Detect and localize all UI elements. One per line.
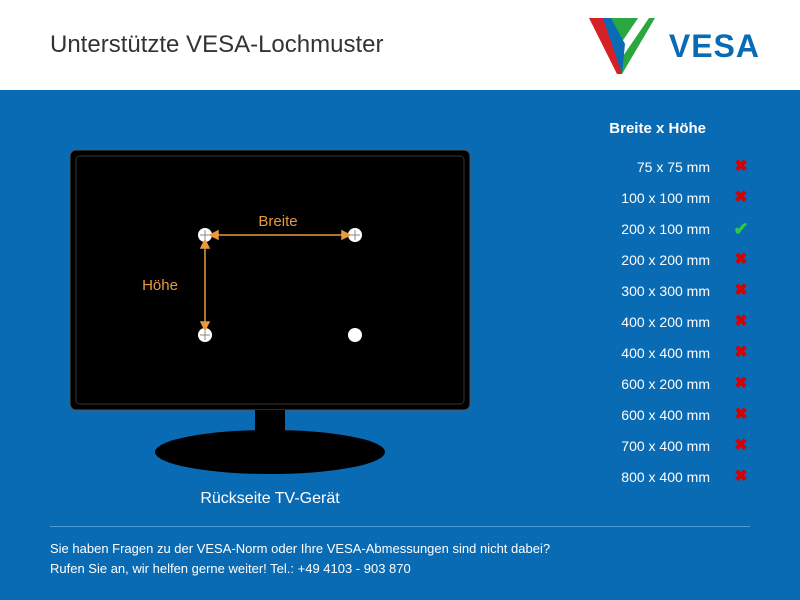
table-row: 400 x 400 mm ✖: [520, 337, 750, 368]
table-row: 600 x 200 mm ✖: [520, 368, 750, 399]
table-row: 600 x 400 mm ✖: [520, 399, 750, 430]
footer-line1: Sie haben Fragen zu der VESA-Norm oder I…: [50, 539, 750, 559]
tv-caption: Rückseite TV-Gerät: [60, 490, 480, 508]
table-row: 300 x 300 mm ✖: [520, 275, 750, 306]
x-icon: ✖: [732, 468, 750, 486]
table-row: 200 x 200 mm ✖: [520, 244, 750, 275]
size-label: 300 x 300 mm: [621, 283, 710, 299]
footer: Sie haben Fragen zu der VESA-Norm oder I…: [50, 526, 750, 578]
x-icon: ✖: [732, 406, 750, 424]
tv-diagram: Breite Höhe Rückseite TV-Gerät: [60, 140, 480, 508]
x-icon: ✖: [732, 158, 750, 176]
table-row: 800 x 400 mm ✖: [520, 461, 750, 492]
x-icon: ✖: [732, 251, 750, 269]
table-row: 75 x 75 mm ✖: [520, 151, 750, 182]
footer-divider: [50, 526, 750, 527]
footer-line2: Rufen Sie an, wir helfen gerne weiter! T…: [50, 559, 750, 579]
vesa-logo-text: VESA: [669, 28, 760, 65]
table-row: 700 x 400 mm ✖: [520, 430, 750, 461]
page-title: Unterstützte VESA-Lochmuster: [50, 31, 383, 59]
x-icon: ✖: [732, 437, 750, 455]
vesa-logo-mark: [589, 18, 655, 74]
size-label: 700 x 400 mm: [621, 438, 710, 454]
main-panel: Breite Höhe Rückseite TV-Gerät Breite x …: [0, 90, 800, 600]
size-label: 200 x 200 mm: [621, 252, 710, 268]
height-label: Höhe: [142, 277, 178, 294]
size-label: 400 x 400 mm: [621, 345, 710, 361]
x-icon: ✖: [732, 313, 750, 331]
vesa-size-table: Breite x Höhe 75 x 75 mm✖100 x 100 mm✖20…: [520, 120, 750, 492]
tv-svg: Breite Höhe: [60, 140, 480, 480]
header: Unterstützte VESA-Lochmuster VESA: [0, 0, 800, 90]
x-icon: ✖: [732, 375, 750, 393]
check-icon: ✔: [732, 220, 750, 238]
x-icon: ✖: [732, 189, 750, 207]
table-rows: 75 x 75 mm✖100 x 100 mm✖200 x 100 mm✔200…: [520, 151, 750, 492]
table-row: 200 x 100 mm ✔: [520, 213, 750, 244]
size-label: 100 x 100 mm: [621, 190, 710, 206]
size-label: 600 x 400 mm: [621, 407, 710, 423]
table-header: Breite x Höhe: [520, 120, 750, 137]
size-label: 400 x 200 mm: [621, 314, 710, 330]
vesa-logo: VESA: [589, 18, 760, 74]
width-label: Breite: [258, 213, 297, 230]
size-label: 600 x 200 mm: [621, 376, 710, 392]
size-label: 200 x 100 mm: [621, 221, 710, 237]
table-row: 100 x 100 mm ✖: [520, 182, 750, 213]
x-icon: ✖: [732, 282, 750, 300]
size-label: 800 x 400 mm: [621, 469, 710, 485]
table-row: 400 x 200 mm ✖: [520, 306, 750, 337]
x-icon: ✖: [732, 344, 750, 362]
size-label: 75 x 75 mm: [637, 159, 710, 175]
